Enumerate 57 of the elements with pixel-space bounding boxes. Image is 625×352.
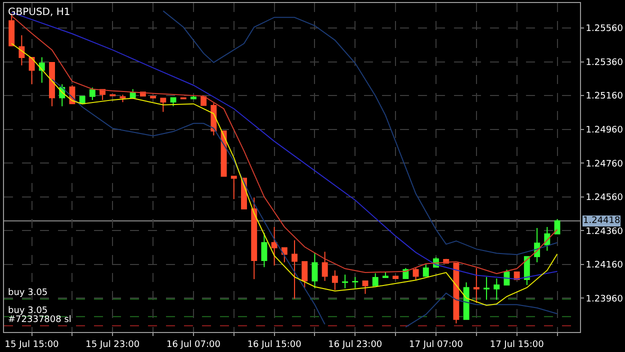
candlestick xyxy=(200,96,207,106)
y-tick-label: 1.24360 xyxy=(586,226,624,237)
x-tick-label: 15 Jul 23:00 xyxy=(86,340,140,350)
candlestick xyxy=(494,278,500,300)
candlestick xyxy=(473,267,480,304)
candlestick xyxy=(484,276,490,300)
candlestick xyxy=(332,270,338,290)
candlestick xyxy=(120,94,126,103)
candlestick xyxy=(302,261,308,288)
x-tick-label: 16 Jul 15:00 xyxy=(247,340,302,350)
ref-line-label: buy 3.05 xyxy=(8,306,48,316)
x-tick-label: 15 Jul 15:00 xyxy=(4,340,60,350)
y-tick-label: 1.25560 xyxy=(586,24,624,34)
candlestick xyxy=(38,56,45,84)
candlestick xyxy=(312,252,318,289)
ref-line-label: buy 3.05 xyxy=(8,288,48,298)
y-tick-label: 1.25160 xyxy=(586,92,624,102)
candlestick xyxy=(362,280,368,294)
x-tick-label: 17 Jul 07:00 xyxy=(409,340,464,350)
candlestick xyxy=(160,98,166,112)
candlestick xyxy=(89,86,96,100)
candlestick xyxy=(524,256,530,286)
y-tick-label: 1.23960 xyxy=(586,294,624,304)
candlestick xyxy=(412,267,419,281)
x-tick-label: 16 Jul 07:00 xyxy=(166,340,221,350)
candlestick xyxy=(28,57,35,85)
candlestick xyxy=(463,282,470,320)
candlestick xyxy=(150,96,156,98)
candlestick xyxy=(220,130,227,177)
ref-line-label: 1.24418 xyxy=(583,216,620,226)
y-tick-label: 1.24160 xyxy=(586,260,624,271)
candlestick xyxy=(230,176,237,200)
candlestick xyxy=(271,226,278,266)
candlestick xyxy=(372,272,378,286)
candlestick xyxy=(251,197,258,280)
y-tick-label: 1.24760 xyxy=(586,159,624,170)
candlestick xyxy=(190,95,196,100)
candlestick xyxy=(49,62,55,107)
candlestick xyxy=(382,272,388,278)
y-tick-label: 1.25360 xyxy=(586,58,624,68)
y-tick-label: 1.24960 xyxy=(586,125,624,136)
candlestick xyxy=(292,240,298,300)
chart-title: GBPUSD, H1 xyxy=(8,7,70,18)
x-tick-label: 16 Jul 23:00 xyxy=(328,340,382,350)
candlestick xyxy=(352,276,358,289)
candlestick xyxy=(342,274,348,289)
candlestick xyxy=(453,262,460,324)
candlestick xyxy=(130,88,136,98)
ref-line-label: #72337808 sl xyxy=(8,315,72,325)
candlestick xyxy=(422,264,429,277)
x-tick-label: 17 Jul 15:00 xyxy=(490,340,544,350)
candlestick xyxy=(544,226,550,252)
candlestick xyxy=(281,247,288,263)
candlestick xyxy=(18,34,25,66)
candlestick xyxy=(261,232,268,268)
candlestick xyxy=(322,251,328,282)
y-tick-label: 1.24560 xyxy=(586,193,624,204)
